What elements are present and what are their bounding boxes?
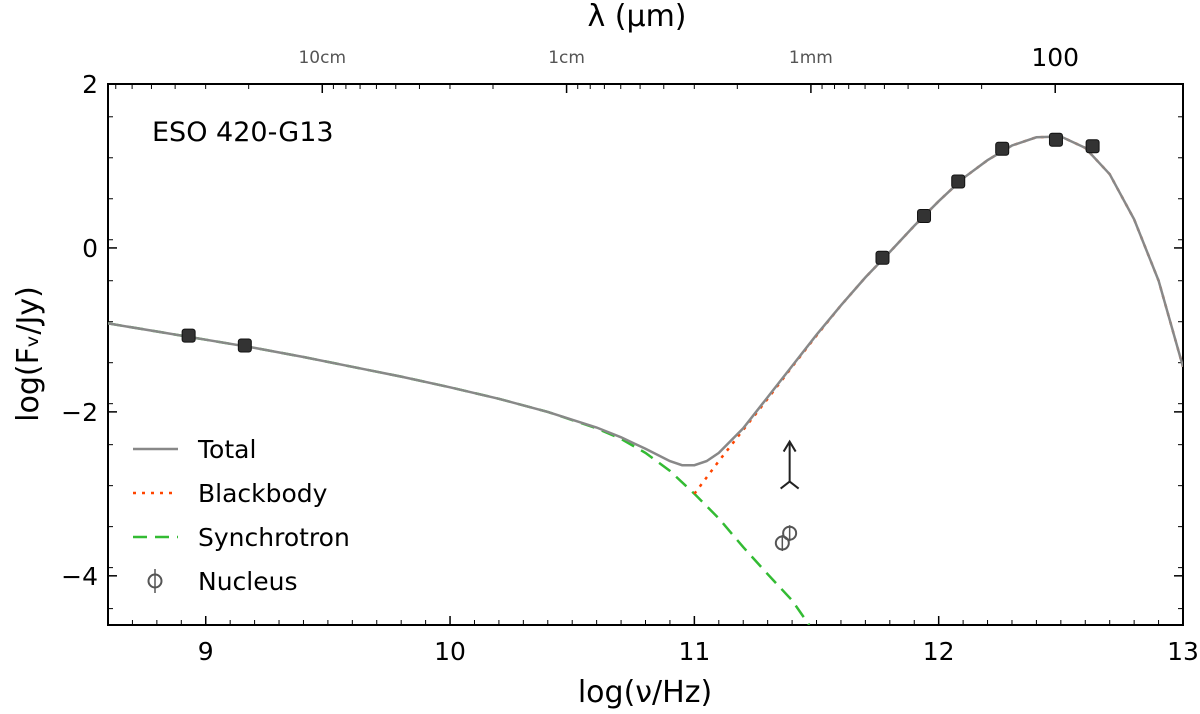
y-tick-label: 0 (82, 234, 98, 263)
legend-label: Synchrotron (198, 523, 350, 552)
legend-label: Blackbody (198, 479, 328, 508)
y-tick-label: 2 (82, 70, 98, 99)
y-tick-label: −2 (61, 398, 98, 427)
photometry-point (1085, 139, 1100, 154)
photometry-point (875, 250, 890, 265)
lower-limit-marker-leg (789, 480, 800, 490)
series-line-blackbody (693, 135, 1183, 495)
tick-labels: 9 10 11 12 13 2 0 −2 −4 10cm 1cm 1mm 100 (61, 43, 1199, 666)
lower-limit-arrow-head (782, 439, 797, 453)
legend: Total Blackbody Synchrotron Nucleus (133, 435, 350, 596)
top-axis-label: λ (µm) (587, 0, 686, 34)
points-layer (181, 132, 1100, 552)
top-tick-label: 10cm (298, 48, 346, 68)
y-tick-label: −4 (61, 562, 98, 591)
series-layer (108, 135, 1183, 625)
photometry-point (181, 328, 196, 343)
photometry-point (917, 208, 932, 223)
y-axis-label: log(Fᵥ/Jy) (11, 286, 46, 422)
lower-limit-marker-leg (780, 480, 791, 490)
top-tick-label: 100 (1031, 43, 1079, 72)
legend-label: Total (197, 435, 256, 464)
x-tick-label: 9 (198, 637, 214, 666)
photometry-point (995, 141, 1010, 156)
photometry-point (237, 338, 252, 353)
x-axis-label: log(ν/Hz) (578, 675, 712, 710)
axis-ticks (107, 83, 1184, 625)
x-tick-label: 12 (923, 637, 955, 666)
x-tick-label: 11 (678, 637, 710, 666)
legend-label: Nucleus (198, 567, 298, 596)
series-line-total (108, 135, 1183, 467)
top-tick-label: 1cm (548, 48, 585, 68)
x-tick-label: 10 (434, 637, 466, 666)
object-label: ESO 420-G13 (152, 117, 334, 148)
top-tick-label: 1mm (789, 48, 833, 68)
photometry-point (951, 174, 966, 189)
photometry-point (1048, 132, 1063, 147)
x-tick-label: 13 (1167, 637, 1199, 666)
